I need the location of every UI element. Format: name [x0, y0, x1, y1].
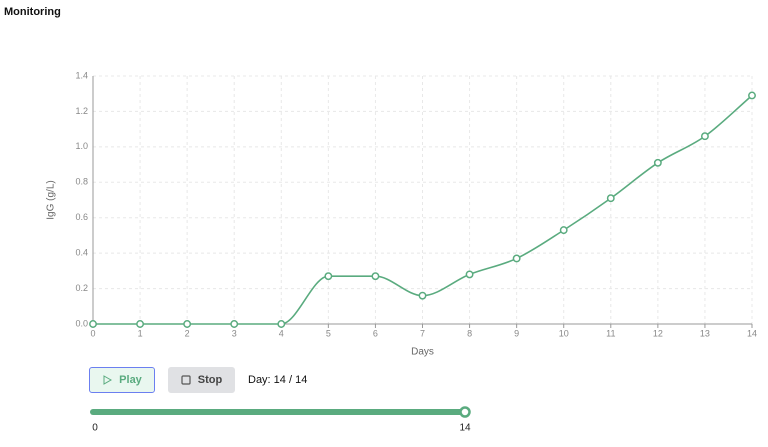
x-tick-label: 9 — [514, 328, 519, 338]
x-tick-label: 0 — [90, 328, 95, 338]
chart: 0.00.20.40.60.81.01.21.40 1 2 3 4 5 6 7 8 9 10 11 12… — [46, 70, 757, 358]
day-label: Day: 14 / 14 — [248, 374, 308, 386]
play-button[interactable]: Play — [89, 367, 155, 393]
play-icon — [103, 375, 113, 385]
point — [559, 226, 568, 235]
point — [183, 320, 192, 328]
y-axis-label: IgG (g/L) — [46, 180, 57, 219]
x-tick-label: 2 — [185, 328, 190, 338]
day-slider[interactable]: 0 14 — [0, 397, 768, 447]
x-tick-label: 6 — [373, 328, 378, 338]
y-tick-label: 0.8 — [75, 177, 88, 187]
x-tick-label: 5 — [326, 328, 331, 338]
y-tick-label: 1.2 — [75, 106, 88, 116]
x-tick-label: 3 — [232, 328, 237, 338]
slider-min-label: 0 — [92, 423, 98, 434]
slider-thumb[interactable] — [459, 406, 471, 418]
point — [136, 320, 145, 328]
point — [606, 194, 615, 203]
point — [418, 291, 427, 300]
x-tick-label: 7 — [420, 328, 425, 338]
y-tick-label: 1.4 — [75, 70, 88, 80]
point — [653, 158, 662, 167]
stop-button[interactable]: Stop — [168, 367, 235, 393]
stop-label: Stop — [197, 374, 223, 386]
point — [465, 270, 474, 279]
x-tick-label: 1 — [138, 328, 143, 338]
point — [277, 320, 286, 328]
x-tick-label: 13 — [700, 328, 710, 338]
x-tick-label: 8 — [467, 328, 472, 338]
point — [324, 272, 333, 281]
point — [371, 272, 380, 281]
y-tick-label: 0.2 — [75, 283, 88, 293]
y-tick-label: 0.0 — [75, 318, 88, 328]
point — [512, 254, 521, 263]
point — [89, 320, 97, 328]
x-axis-label: Days — [411, 347, 434, 358]
point — [748, 91, 756, 100]
x-tick-label: 14 — [747, 328, 757, 338]
y-tick-label: 1.0 — [75, 141, 88, 151]
play-label: Play — [119, 374, 142, 386]
y-tick-label: 0.4 — [75, 248, 88, 258]
point — [230, 320, 239, 328]
stop-icon — [181, 375, 191, 385]
x-tick-label: 11 — [606, 328, 615, 338]
page-title: Monitoring — [4, 6, 61, 18]
y-tick-label: 0.6 — [75, 212, 88, 222]
x-tick-label: 4 — [279, 328, 284, 338]
point — [700, 132, 709, 141]
slider-max-label: 14 — [459, 423, 471, 434]
x-tick-label: 10 — [559, 328, 569, 338]
x-tick-label: 12 — [653, 328, 663, 338]
